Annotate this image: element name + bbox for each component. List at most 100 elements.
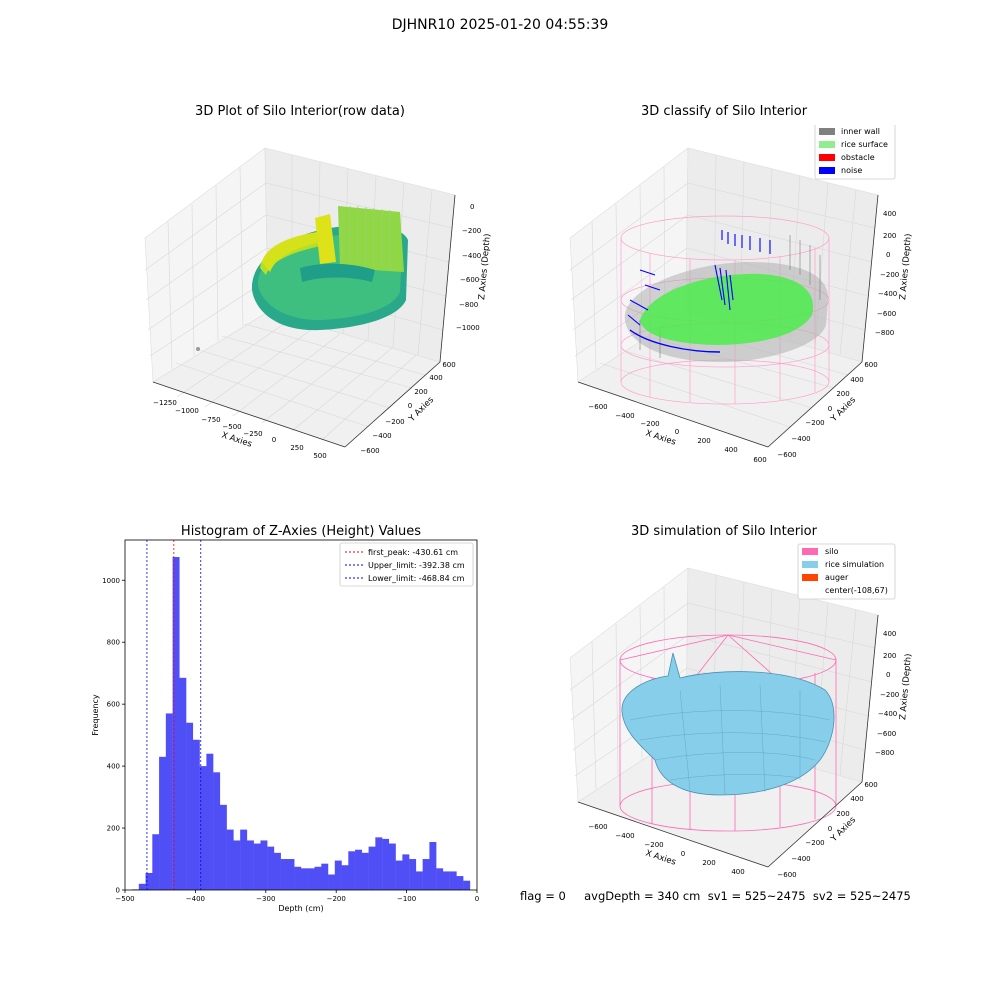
histogram-bar <box>436 868 444 890</box>
histogram-bar <box>301 868 308 890</box>
y-tick: −600 <box>777 451 796 459</box>
y-tick: 400 <box>850 795 863 803</box>
x-tick-label: −500 <box>115 895 134 903</box>
histogram-bar <box>233 840 241 890</box>
legend-label: rice surface <box>841 140 888 149</box>
classify-3d-plot[interactable]: −600 −400 −200 0 200 400 600 −600 −400 −… <box>560 123 920 470</box>
histogram-bar <box>422 859 430 890</box>
status-footer: flag = 0 avgDepth = 340 cm sv1 = 525~247… <box>520 889 911 903</box>
y-tick: −200 <box>805 419 824 427</box>
x-tick: 400 <box>731 868 744 876</box>
histogram-bar <box>388 843 396 890</box>
x-tick: 500 <box>313 452 326 460</box>
x-tick-label: −400 <box>186 895 205 903</box>
histogram-bar <box>395 860 403 890</box>
x-tick: 0 <box>675 428 679 436</box>
y-tick: −600 <box>777 871 796 879</box>
x-tick: −500 <box>222 423 241 431</box>
histogram-bar <box>314 866 322 890</box>
histogram-bar <box>382 838 390 890</box>
y-tick: −400 <box>372 432 391 440</box>
simulation-3d-svg: −600 −400 −200 0 200 400 −600 −400 −200 … <box>569 543 914 879</box>
histogram-bar <box>165 713 173 890</box>
raw-data-3d-svg: −1250 −1000 −750 −500 −250 0 250 500 −60… <box>144 147 493 460</box>
histogram-bar <box>287 859 295 890</box>
y-tick: −200 <box>805 839 824 847</box>
histogram-bar <box>361 852 369 890</box>
legend-label: noise <box>841 166 862 175</box>
y-axis-label: Frequency <box>91 694 100 736</box>
x-axis-label: X Axies <box>644 848 677 867</box>
histogram-bar <box>172 557 180 890</box>
legend-swatch <box>802 574 818 581</box>
y-tick-label: 800 <box>107 639 120 647</box>
histogram-bar <box>409 859 417 890</box>
y-ticks: 0 200 400 600 800 1000 <box>102 577 125 895</box>
histogram-bar <box>321 863 329 890</box>
z-tick: 200 <box>883 232 896 240</box>
x-tick: −250 <box>243 430 262 438</box>
y-tick: 200 <box>836 810 849 818</box>
histogram-bar <box>138 883 146 890</box>
histogram-bar <box>348 851 356 890</box>
histogram-bar <box>240 829 248 890</box>
x-tick: 200 <box>702 859 715 867</box>
z-tick: −800 <box>459 301 478 309</box>
histogram-bar <box>179 677 187 890</box>
z-tick: −200 <box>880 691 899 699</box>
z-tick: −200 <box>462 227 481 235</box>
x-tick: 0 <box>681 850 685 858</box>
z-tick: −600 <box>877 730 896 738</box>
z-tick: 400 <box>883 210 896 218</box>
histogram-bar <box>415 871 423 890</box>
z-tick: 0 <box>470 203 474 211</box>
histogram-bar <box>463 880 471 890</box>
y-axis-label: Y Axies <box>828 395 858 425</box>
raw-data-3d-plot[interactable]: −1250 −1000 −750 −500 −250 0 250 500 −60… <box>140 140 500 470</box>
z-axis-label: Z Axies (Depth) <box>898 653 914 720</box>
histogram-bar <box>294 866 302 890</box>
histogram-bar <box>355 849 363 890</box>
histogram-bar <box>186 722 194 890</box>
histogram-bar <box>152 834 160 890</box>
histogram-bar <box>402 854 410 890</box>
z-tick: −200 <box>880 271 899 279</box>
x-tick: 600 <box>753 456 766 464</box>
legend-label: Lower_limit: -468.84 cm <box>368 574 465 583</box>
histogram-bar <box>260 840 268 890</box>
x-tick: 0 <box>272 436 276 444</box>
histogram-bar <box>213 772 221 890</box>
panel-title-raw: 3D Plot of Silo Interior(row data) <box>195 104 405 119</box>
y-tick: 0 <box>408 402 412 410</box>
z-tick: 0 <box>886 671 890 679</box>
histogram-bar <box>449 871 457 890</box>
y-tick: 200 <box>414 388 427 396</box>
x-tick: 250 <box>290 444 303 452</box>
x-tick: −200 <box>640 420 659 428</box>
rice-simulation-surface <box>621 652 835 796</box>
plot-frame <box>124 539 478 891</box>
z-tick: −400 <box>878 290 897 298</box>
x-tick-label: −200 <box>327 895 346 903</box>
histogram-bar <box>219 804 227 890</box>
raw-point-cloud <box>196 206 408 351</box>
x-tick-label: −300 <box>256 895 275 903</box>
histogram-bar <box>159 756 167 890</box>
histogram-bar <box>442 871 450 890</box>
panel-title-simulation: 3D simulation of Silo Interior <box>631 524 817 539</box>
z-axis-label: Z Axies (Depth) <box>898 233 914 300</box>
histogram-bar <box>206 753 214 890</box>
x-axis-label: X Axies <box>644 428 677 447</box>
histogram-bar <box>226 829 234 890</box>
legend-label: rice simulation <box>825 560 884 569</box>
legend-swatch <box>819 128 835 135</box>
legend-label: center(-108,67) <box>825 586 888 595</box>
histogram-bar <box>246 840 254 890</box>
histogram-bar <box>273 852 281 890</box>
histogram-chart[interactable]: −500 −400 −300 −200 −100 0 0 200 400 600 800 1000 … <box>80 535 490 920</box>
y-tick: 0 <box>828 405 832 413</box>
panel-title-classify: 3D classify of Silo Interior <box>640 104 808 119</box>
histogram-bar <box>199 766 207 890</box>
histogram-bar <box>429 841 437 890</box>
simulation-3d-plot[interactable]: −600 −400 −200 0 200 400 −600 −400 −200 … <box>560 540 920 880</box>
